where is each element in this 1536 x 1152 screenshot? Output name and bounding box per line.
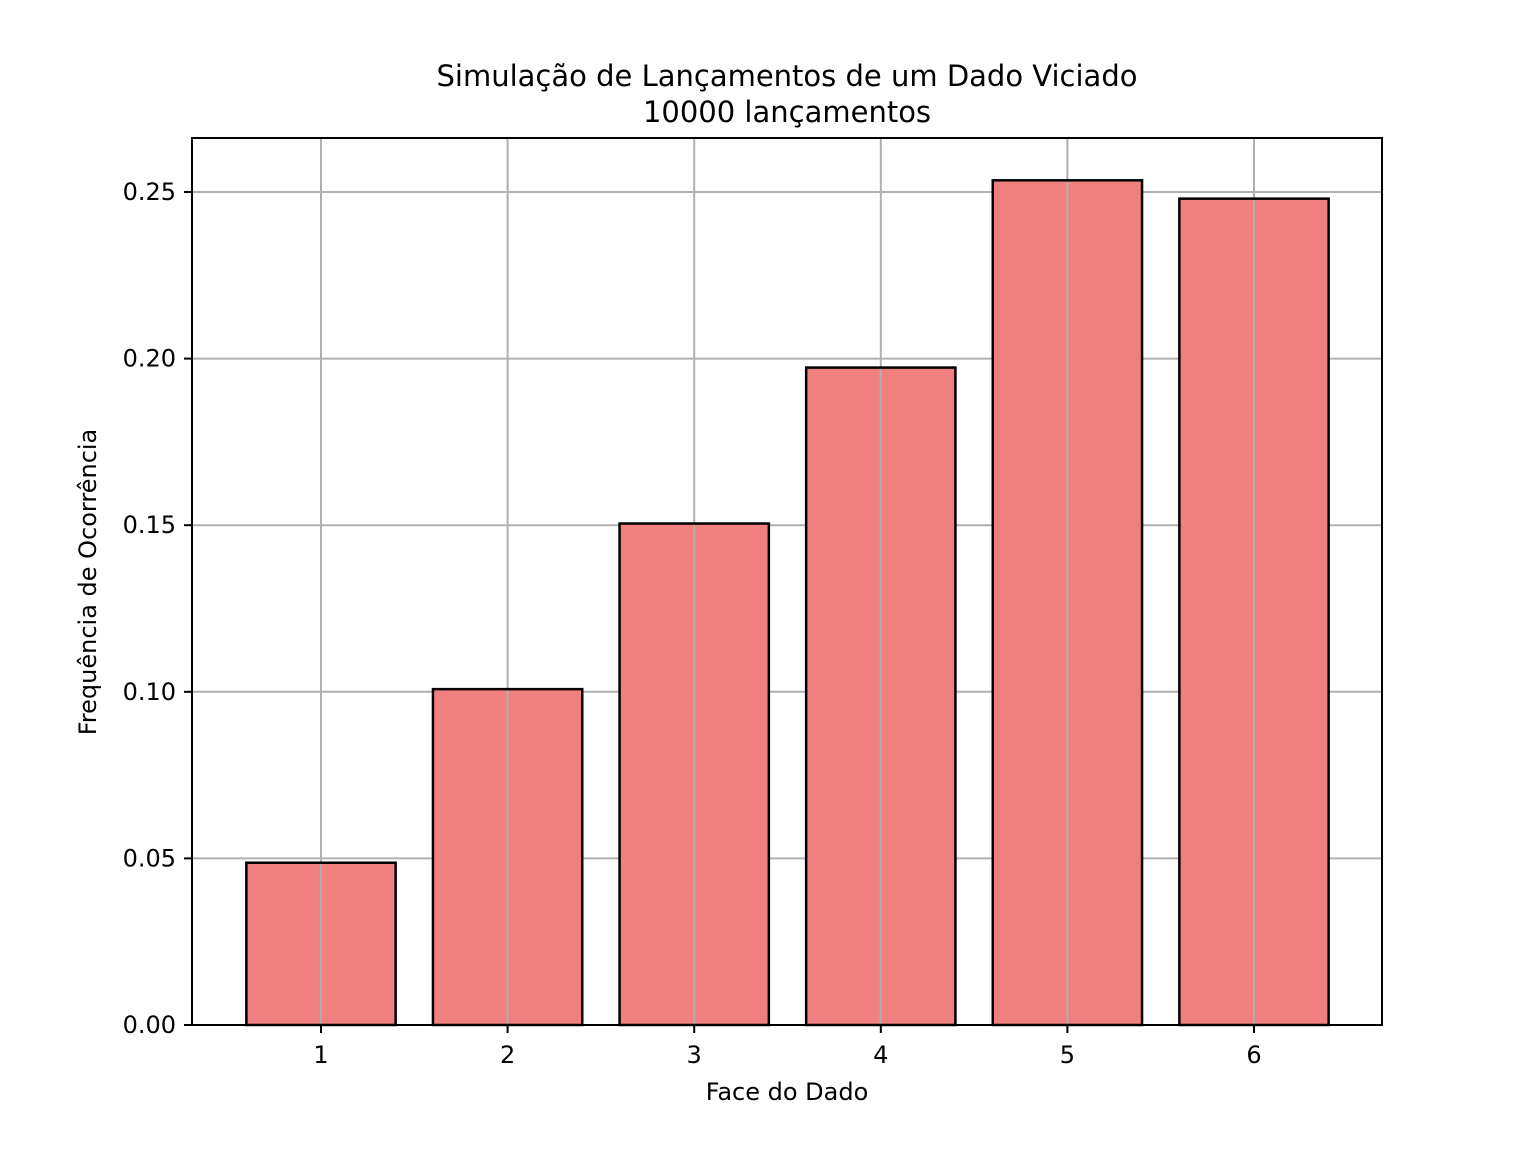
x-tick-label: 4: [873, 1041, 888, 1069]
chart-subtitle: 10000 lançamentos: [643, 95, 931, 129]
y-tick-label: 0.10: [123, 678, 176, 706]
x-tick-label: 5: [1060, 1041, 1075, 1069]
x-axis-ticks: 1 2 3 4 5 6: [313, 1025, 1262, 1069]
y-tick-label: 0.20: [123, 345, 176, 373]
y-axis-ticks: 0.00 0.05 0.10 0.15 0.20 0.25: [123, 178, 192, 1039]
y-axis-label: Frequência de Ocorrência: [74, 429, 102, 736]
x-tick-label: 1: [313, 1041, 328, 1069]
y-tick-label: 0.15: [123, 511, 176, 539]
axes-frame: [191, 137, 1383, 1026]
y-tick-label: 0.25: [123, 178, 176, 206]
x-tick-label: 6: [1246, 1041, 1261, 1069]
x-axis-label: Face do Dado: [706, 1078, 869, 1106]
x-tick-label: 2: [500, 1041, 515, 1069]
y-tick-label: 0.00: [123, 1011, 176, 1039]
x-tick-label: 3: [687, 1041, 702, 1069]
y-tick-label: 0.05: [123, 844, 176, 872]
bars: [245, 179, 1330, 1027]
chart-title: Simulação de Lançamentos de um Dado Vici…: [437, 59, 1138, 93]
